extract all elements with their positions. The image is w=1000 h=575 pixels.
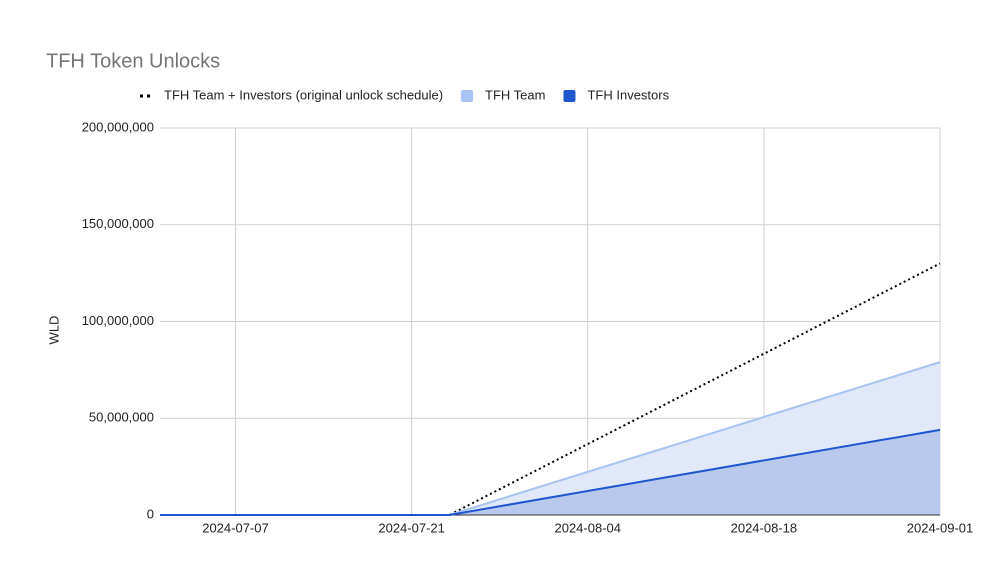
y-tick-label: 50,000,000	[89, 410, 154, 425]
y-axis-label: WLD	[46, 316, 61, 345]
x-tick-label: 2024-07-07	[202, 520, 269, 535]
legend-swatch	[563, 90, 576, 102]
area	[160, 429, 940, 515]
x-tick-label: 2024-08-04	[554, 520, 621, 535]
legend-swatch	[461, 90, 474, 102]
x-tick-label: 2024-07-21	[378, 520, 445, 535]
x-tick-label: 2024-08-18	[731, 520, 798, 535]
y-tick-label: 200,000,000	[82, 119, 154, 134]
y-tick-label: 150,000,000	[82, 216, 154, 231]
x-tick-label: 2024-09-01	[907, 520, 974, 535]
legend-label: TFH Investors	[587, 87, 669, 102]
legend-label: TFH Team + Investors (original unlock sc…	[164, 87, 443, 102]
y-tick-label: 0	[147, 506, 154, 521]
chart-title: TFH Token Unlocks	[46, 50, 220, 72]
legend-label: TFH Team	[485, 87, 545, 102]
y-tick-label: 100,000,000	[82, 313, 154, 328]
series-line	[160, 428, 941, 516]
